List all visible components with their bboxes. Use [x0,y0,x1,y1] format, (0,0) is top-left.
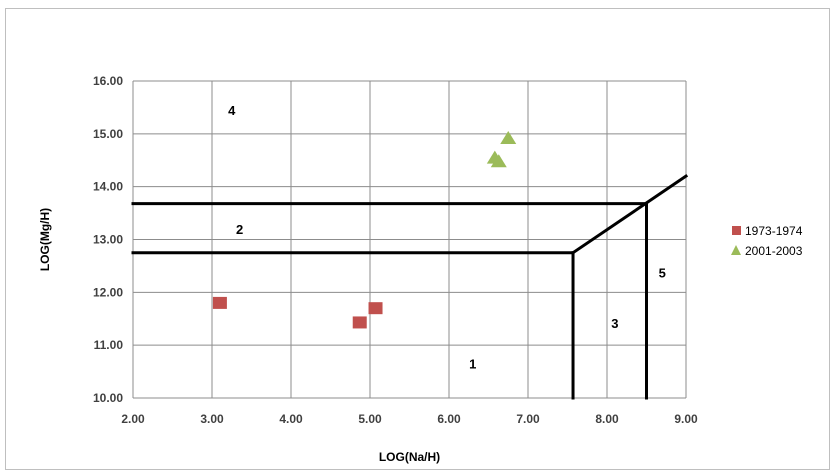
square-marker [352,316,367,329]
triangle-marker [490,154,507,168]
y-tick-label: 10.00 [93,391,123,405]
y-tick-label: 16.00 [93,74,123,88]
y-tick-label: 14.00 [93,180,123,194]
y-axis-label: LOG(Mg/H) [38,208,52,271]
tick-labels: 2.00 3.00 4.00 5.00 6.00 7.00 8.00 9.00 10.00 11.… [93,74,698,426]
x-tick-label: 6.00 [437,412,461,426]
legend-label: 2001-2003 [745,244,803,258]
y-tick-label: 11.00 [94,338,124,352]
grid-lines [132,80,687,399]
y-tick-label: 15.00 [93,127,123,141]
legend-triangle-icon [731,245,741,255]
x-tick-label: 3.00 [200,412,224,426]
x-tick-label: 2.00 [121,412,145,426]
boundary-line [570,174,689,255]
boundary-lines [131,174,689,400]
square-marker [368,302,383,315]
square-marker [212,296,227,309]
region-label: 5 [659,265,666,280]
data-points [212,131,517,329]
y-tick-label: 12.00 [93,285,123,299]
legend: 1973-1974 2001-2003 [731,224,803,258]
x-axis-label: LOG(Na/H) [379,450,440,464]
x-tick-label: 7.00 [516,412,540,426]
x-tick-label: 4.00 [279,412,303,426]
x-tick-label: 8.00 [595,412,619,426]
legend-label: 1973-1974 [745,224,803,238]
region-label: 2 [236,222,243,237]
region-label: 3 [611,316,618,331]
y-tick-label: 13.00 [93,233,123,247]
region-labels: 1 2 3 4 5 [228,103,666,372]
region-label: 4 [228,103,236,118]
triangle-marker [500,131,517,145]
x-tick-label: 5.00 [358,412,382,426]
region-label: 1 [469,357,476,372]
legend-square-icon [732,226,741,235]
x-tick-label: 9.00 [674,412,698,426]
